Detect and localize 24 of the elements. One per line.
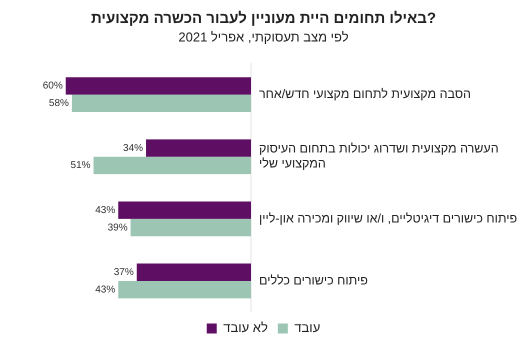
y-tick-label: פיתוח כישורים דיגיטליים, ו/או שיווק ומכירה און-ליין — [259, 211, 518, 226]
bar — [66, 77, 251, 95]
data-label: 51% — [70, 160, 91, 172]
chart-title: באילו תחומים היית מעוניין לעבור הכשרה מקצועית? — [90, 10, 436, 28]
bar — [118, 201, 251, 219]
bar — [118, 280, 251, 298]
data-label: 60% — [42, 80, 63, 92]
bar — [136, 264, 251, 281]
bar — [94, 156, 251, 174]
y-tick-label: הסבה מקצועית לתחום מקצועי חדש/אחר — [259, 87, 471, 102]
y-tick-label: פיתוח כישורים כללים — [259, 273, 368, 288]
bar — [130, 218, 251, 236]
data-label: 37% — [114, 267, 134, 278]
y-tick-label: העשרה מקצועית ושדרוג יכולות בתחום העיסוק המקצועי שלי — [259, 142, 499, 171]
legend-label: עובד — [294, 320, 320, 336]
data-label: 43% — [95, 284, 116, 296]
data-label: 39% — [108, 222, 128, 234]
data-label: 58% — [48, 98, 70, 110]
chart-subtitle: לפי מצב תעסוקתי, אפריל 2021 — [178, 29, 349, 44]
legend-label: לא עובד — [223, 320, 268, 336]
bar — [146, 139, 251, 157]
data-label: 43% — [95, 204, 116, 216]
data-label: 34% — [123, 142, 144, 154]
bar — [72, 94, 251, 112]
